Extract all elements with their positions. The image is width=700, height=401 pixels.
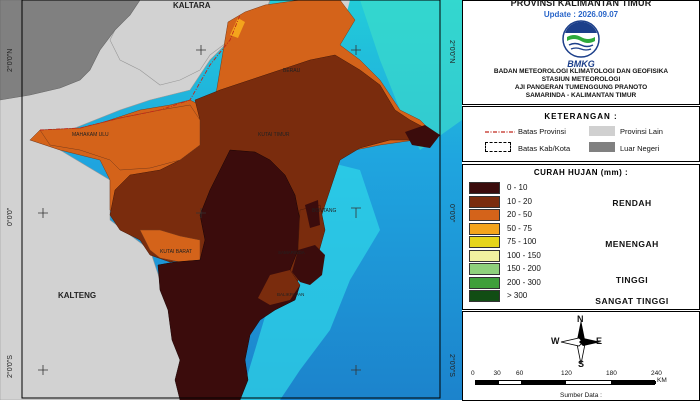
- rainfall-swatch-label: 20 - 50: [507, 210, 532, 219]
- keterangan-title: KETERANGAN :: [544, 112, 618, 121]
- rainfall-swatch: [469, 195, 500, 208]
- label-balikpapan: BALIKPAPAN: [277, 292, 304, 297]
- rainfall-swatch: [469, 249, 500, 262]
- bmkg-logo-text: BMKG: [567, 59, 595, 69]
- label-berau: BERAU: [283, 68, 301, 74]
- lat-label-left-north: 2°0'0"N: [6, 49, 14, 72]
- update-date: Update : 2026.09.07: [543, 10, 619, 19]
- label-kutai-barat: KUTAI BARAT: [160, 249, 192, 255]
- bmkg-logo-icon: [562, 20, 600, 58]
- scale-tick-label: 0: [471, 370, 475, 377]
- sea-shallow-patch: [360, 0, 462, 150]
- scale-tick-label: 30: [493, 370, 501, 377]
- scale-unit: KM: [657, 377, 667, 384]
- institution-line-3: AJI PANGERAN TUMENGGUNG PRANOTO: [514, 84, 648, 91]
- mangkalihat-cape: [405, 125, 440, 148]
- category-tinggi: TINGGI: [615, 275, 649, 285]
- province-border: [39, 14, 241, 131]
- province-zone-0-10: [157, 149, 301, 400]
- scale-segment: [611, 381, 656, 384]
- delta-zone: [292, 245, 325, 285]
- compass-scale-box: N S W E 0 30 60 120 180 240 KM Sumber Data :: [462, 311, 700, 401]
- rainfall-legend-box: CURAH HUJAN (mm) : 0 - 10 10 - 20 20 - 50 5…: [462, 164, 700, 310]
- rainfall-swatch-label: 75 - 100: [507, 237, 537, 246]
- label-kalteng: KALTENG: [58, 291, 96, 300]
- grid-crosses: [38, 45, 361, 375]
- scale-bar: [475, 380, 656, 385]
- header-title: PROVINSI KALIMANTAN TIMUR: [510, 0, 652, 8]
- rainfall-swatch-label: 10 - 20: [507, 196, 532, 206]
- scale-segment: [566, 381, 611, 384]
- label-mahakam-ulu: MAHAKAM ULU: [72, 132, 109, 138]
- lat-label-right-equator: 0°0'0": [448, 204, 456, 223]
- scale-tick-label: 60: [516, 370, 524, 377]
- scale-tick-label: 180: [606, 370, 617, 377]
- compass-n: N: [577, 314, 584, 324]
- rainfall-swatch-label: 200 - 300: [507, 277, 541, 287]
- map-frame: [21, 0, 441, 399]
- category-menengah: MENENGAH: [605, 239, 659, 249]
- scale-tick-label: 240: [651, 370, 662, 377]
- keterangan-item-foreign: Luar Negeri: [620, 144, 660, 153]
- institution-line-2: STASIUN METEOROLOGI: [541, 76, 621, 83]
- rainfall-swatch: [469, 290, 500, 302]
- penajam-zone: [258, 270, 300, 305]
- rainfall-swatch-label: > 300: [507, 291, 528, 300]
- foreign-country-swatch: [589, 142, 615, 152]
- header-box: PROVINSI KALIMANTAN TIMUR Update : 2026.…: [462, 0, 700, 105]
- rainfall-swatch: [469, 236, 500, 248]
- scale-tick-label: 120: [561, 370, 572, 377]
- source-label: Sumber Data :: [560, 392, 602, 399]
- label-samarinda: SAMARINDA: [278, 250, 305, 255]
- compass-s: S: [578, 359, 585, 369]
- compass-icon: [560, 320, 601, 365]
- rainfall-map: KALTARA KALTENG BERAU MAHAKAM ULU KUTAI …: [0, 0, 462, 400]
- label-bontang: BONTANG: [312, 208, 336, 214]
- keterangan-item-regency-border: Batas Kab/Kota: [518, 144, 571, 153]
- lat-label-right-north: 2°0'0"N: [448, 40, 456, 63]
- rainfall-swatch-label: 100 - 150: [507, 250, 541, 260]
- rainfall-swatch-label: 50 - 75: [507, 223, 532, 233]
- rainfall-swatch: [469, 276, 500, 289]
- rainfall-swatch-label: 0 - 10: [507, 183, 528, 192]
- keterangan-box: KETERANGAN : Batas Provinsi Provinsi Lai…: [462, 106, 700, 162]
- province-border-symbol: [485, 131, 515, 133]
- legend-panel: PROVINSI KALIMANTAN TIMUR Update : 2026.…: [462, 0, 700, 401]
- institution-line-4: SAMARINDA - KALIMANTAN TIMUR: [525, 92, 637, 99]
- rainfall-swatch: [469, 209, 500, 221]
- compass-w: W: [551, 336, 560, 346]
- regency-border-swatch: [485, 142, 511, 152]
- foreign-country: [0, 0, 141, 101]
- label-kutai-timur: KUTAI TIMUR: [258, 132, 290, 138]
- bontang-patch: [305, 200, 320, 228]
- scale-segment: [521, 381, 566, 384]
- rainfall-swatch: [469, 182, 500, 194]
- other-province-swatch: [589, 126, 615, 136]
- category-sangat-tinggi: SANGAT TINGGI: [595, 296, 669, 306]
- label-kaltara: KALTARA: [173, 1, 211, 10]
- rainfall-swatch: [469, 222, 500, 235]
- lat-label-left-south: 2°0'0"S: [6, 355, 14, 378]
- category-rendah: RENDAH: [612, 198, 652, 208]
- lat-label-right-south: 2°0'0"S: [448, 354, 456, 377]
- lat-label-left-equator: 0°0'0": [6, 207, 14, 226]
- keterangan-item-province-border: Batas Provinsi: [518, 127, 566, 136]
- compass-e: E: [596, 336, 603, 346]
- institution-line-1: BADAN METEOROLOGI KLIMATOLOGI DAN GEOFIS…: [493, 68, 669, 75]
- rainfall-legend-title: CURAH HUJAN (mm) :: [533, 168, 629, 177]
- berau-notch: [230, 18, 245, 38]
- scale-segment: [476, 381, 499, 384]
- keterangan-item-other-province: Provinsi Lain: [620, 127, 663, 136]
- rainfall-swatch: [469, 263, 500, 275]
- scale-segment: [498, 381, 521, 384]
- rainfall-swatch-label: 150 - 200: [507, 264, 541, 273]
